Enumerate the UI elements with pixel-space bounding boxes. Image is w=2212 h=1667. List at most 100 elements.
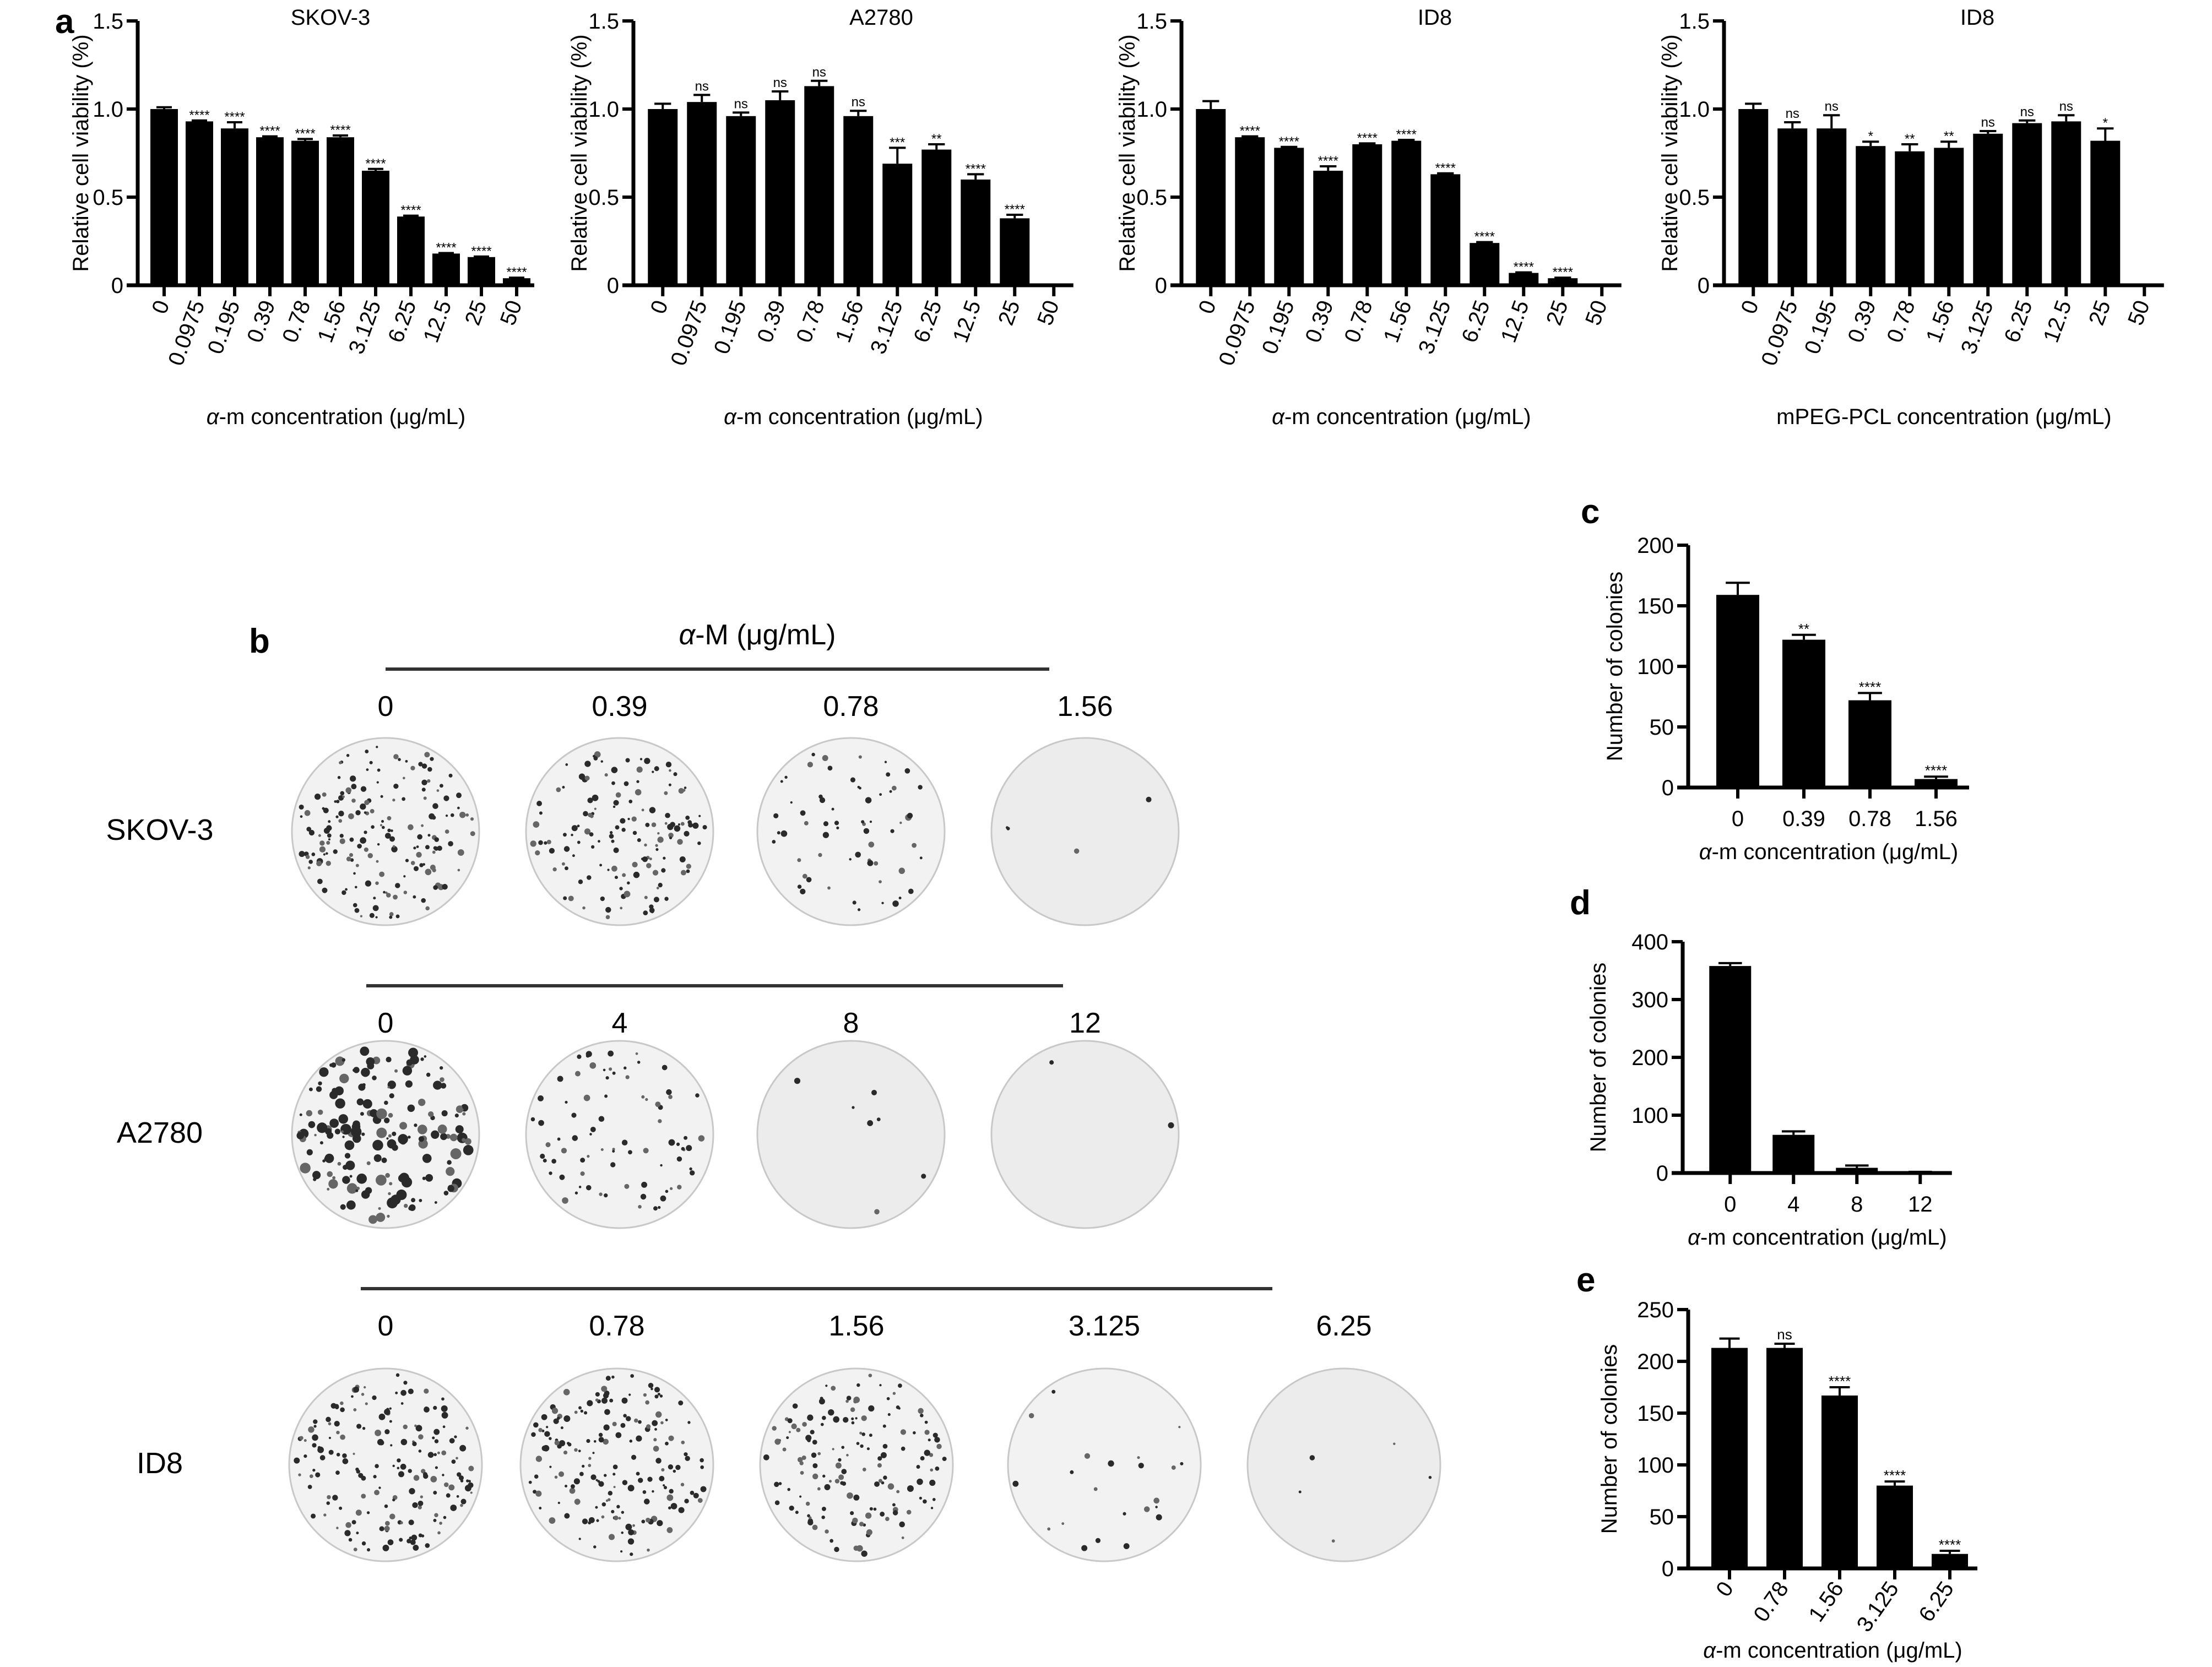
colony-dot (354, 908, 360, 913)
colony-dot (883, 1475, 887, 1480)
colony-dot (1093, 1487, 1098, 1491)
x-axis-label: mPEG-PCL concentration (μg/mL) (1776, 405, 2111, 429)
colony-dot (350, 775, 356, 782)
colony-dot (337, 1161, 341, 1166)
colony-dot (549, 1465, 552, 1468)
colony-dot (942, 1457, 947, 1462)
colony-dot (861, 1432, 866, 1436)
colony-dot (612, 1464, 618, 1470)
bar (503, 278, 530, 285)
x-tick-label: 50 (1581, 297, 1612, 329)
colony-dot (440, 1066, 443, 1070)
colony-dot (539, 811, 543, 815)
colony-dot (339, 1506, 343, 1510)
colony-dot (341, 890, 346, 895)
colony-dot (620, 906, 623, 910)
colony-dot (887, 1413, 891, 1416)
significance-label: **** (1435, 161, 1456, 176)
significance-label: **** (1553, 265, 1573, 280)
x-tick-label: 6.25 (2000, 297, 2037, 346)
bar (397, 216, 425, 285)
colony-dot (656, 887, 659, 889)
colony-dot (389, 1513, 395, 1520)
significance-label: **** (1474, 230, 1495, 245)
colony-dot (807, 1414, 814, 1421)
colony-dot (419, 1198, 422, 1202)
colony-dot (395, 914, 400, 919)
colony-dot (877, 1463, 882, 1468)
chart-title: A2780 (849, 6, 913, 30)
x-tick-label: 0.195 (203, 297, 245, 357)
colony-dot (342, 795, 345, 799)
bar (1817, 128, 1847, 285)
colony-dot (434, 1201, 437, 1204)
colony-dot (857, 785, 860, 789)
colony-dot (632, 830, 637, 835)
colony-dot (392, 1498, 395, 1502)
x-tick-label: 0.195 (709, 297, 751, 357)
colony-dot (303, 1439, 307, 1442)
colony-dot (573, 1478, 580, 1485)
colony-dot (344, 1140, 355, 1150)
colony-dot (612, 1148, 615, 1151)
colony-dot (670, 1503, 677, 1509)
colony-dot (670, 1187, 673, 1190)
y-axis-label: Relative cell viability (%) (1658, 34, 1682, 272)
colony-dot (819, 797, 826, 803)
colony-dot (614, 1516, 619, 1521)
colony-dot (426, 1072, 431, 1077)
colony-dot (540, 1153, 545, 1159)
significance-label: ns (1786, 106, 1799, 121)
colony-dot (913, 1431, 916, 1435)
significance-label: ns (852, 95, 865, 110)
colony-dot (405, 1080, 413, 1088)
culture-plate (990, 1040, 1180, 1229)
colony-dot (860, 1444, 864, 1448)
colony-dot (539, 1507, 542, 1509)
colony-dot (433, 1429, 440, 1435)
colony-dot (603, 1438, 609, 1445)
colony-dot (1108, 1460, 1114, 1467)
colony-dot (361, 1393, 365, 1396)
colony-dot (828, 1409, 834, 1416)
y-tick-label: 0 (1656, 1161, 1668, 1186)
colony-dot (600, 896, 605, 902)
colony-dot (604, 773, 608, 777)
colony-dot (356, 1173, 367, 1184)
colony-dot (645, 822, 650, 827)
colony-dot (577, 1054, 582, 1059)
colony-dot (328, 838, 330, 841)
colony-dot (627, 1485, 635, 1492)
x-tick-label: 0 (1724, 1192, 1736, 1217)
colony-dot (387, 1214, 390, 1218)
colony-dot (564, 866, 568, 871)
y-tick-label: 150 (1637, 594, 1674, 618)
significance-label: ** (1944, 129, 1954, 144)
colony-dot (812, 1463, 818, 1469)
culture-plate (288, 1367, 483, 1562)
colony-dot (822, 1415, 826, 1420)
colony-dot (567, 1442, 572, 1447)
colony-dot (886, 1397, 890, 1400)
colony-dot (574, 1498, 581, 1505)
colony-dot (692, 822, 699, 829)
colony-dot (614, 876, 618, 879)
colony-dot (462, 1104, 468, 1110)
colony-dot (832, 1448, 834, 1451)
colony-dot (354, 886, 357, 889)
colony-dot (456, 1495, 459, 1498)
colony-dot (892, 1503, 896, 1507)
colony-dot (622, 1480, 628, 1485)
colony-dot (457, 868, 460, 872)
colony-dot (334, 1128, 341, 1134)
x-axis-label-greek: α (724, 405, 737, 429)
colony-dot (800, 810, 806, 816)
x-tick-label: 25 (1542, 297, 1573, 329)
colony-dot (593, 1545, 597, 1549)
colony-dot (409, 1536, 412, 1540)
colony-dot (825, 1529, 829, 1534)
colony-dot (369, 761, 373, 764)
colony-dot (587, 875, 592, 880)
colony-dot (364, 847, 368, 852)
colony-dot (1123, 1512, 1126, 1516)
